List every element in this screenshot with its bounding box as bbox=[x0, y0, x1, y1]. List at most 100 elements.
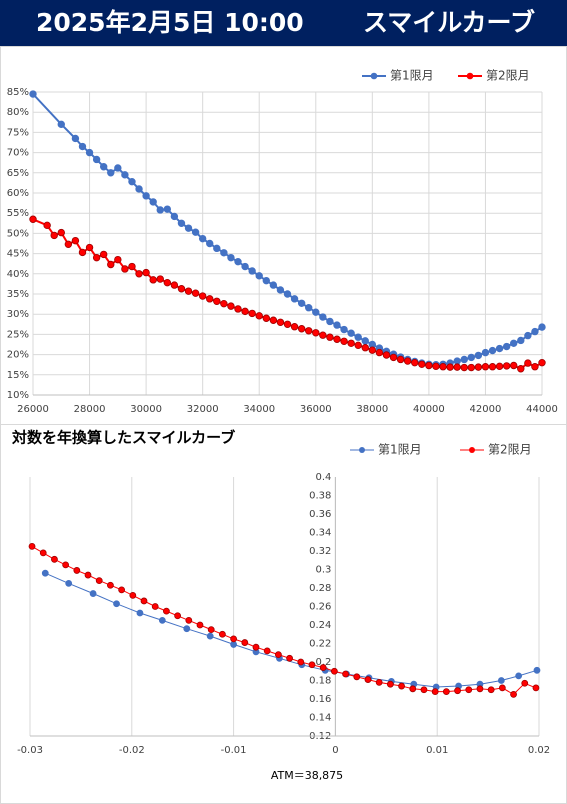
data-point bbox=[517, 336, 525, 345]
data-point bbox=[521, 679, 529, 687]
data-point bbox=[107, 260, 115, 269]
data-point bbox=[84, 571, 92, 579]
data-point bbox=[319, 313, 327, 321]
x-tick-label: 0 bbox=[332, 745, 338, 756]
data-point bbox=[28, 542, 36, 550]
data-point bbox=[158, 616, 166, 624]
data-point bbox=[99, 250, 108, 259]
series-line bbox=[31, 545, 537, 696]
data-point bbox=[163, 278, 172, 287]
data-point bbox=[206, 632, 214, 640]
x-tick-label: 36000 bbox=[300, 404, 332, 415]
data-point bbox=[498, 684, 506, 692]
data-point bbox=[177, 285, 186, 293]
data-point bbox=[220, 249, 228, 257]
data-point bbox=[524, 331, 532, 340]
data-point bbox=[89, 590, 97, 597]
data-point bbox=[330, 667, 338, 675]
x-tick-label: 32000 bbox=[187, 404, 219, 415]
data-point bbox=[396, 355, 405, 364]
data-point bbox=[531, 363, 539, 371]
data-point bbox=[113, 600, 120, 608]
data-point bbox=[184, 224, 193, 232]
data-point bbox=[409, 685, 417, 693]
data-point bbox=[156, 275, 164, 283]
data-point bbox=[476, 685, 484, 693]
data-point bbox=[163, 205, 172, 213]
data-point bbox=[227, 302, 235, 310]
legend-label: 第1限月 bbox=[378, 443, 422, 457]
data-point bbox=[465, 686, 473, 694]
data-point bbox=[283, 290, 292, 298]
data-point bbox=[248, 267, 256, 275]
data-point bbox=[308, 661, 316, 669]
data-point bbox=[43, 221, 51, 230]
y-tick-label: 40% bbox=[7, 269, 29, 280]
data-point bbox=[241, 262, 249, 271]
data-point bbox=[389, 353, 398, 362]
data-point bbox=[263, 647, 271, 655]
legend-marker bbox=[370, 72, 378, 80]
data-point bbox=[114, 164, 122, 172]
data-point bbox=[50, 231, 58, 240]
data-point bbox=[51, 555, 58, 563]
data-point bbox=[342, 670, 349, 678]
data-point bbox=[149, 198, 157, 206]
data-point bbox=[185, 616, 193, 624]
data-point bbox=[286, 654, 293, 662]
data-point bbox=[248, 309, 256, 318]
data-point bbox=[198, 292, 207, 300]
x-tick-label: 34000 bbox=[243, 404, 275, 415]
data-point bbox=[386, 680, 394, 688]
data-point bbox=[92, 155, 101, 164]
y-tick-label: 60% bbox=[7, 188, 29, 199]
data-point bbox=[207, 626, 215, 634]
y-tick-label: 20% bbox=[7, 350, 29, 361]
data-point bbox=[340, 325, 348, 334]
y-tick-label: 0.22 bbox=[309, 639, 331, 650]
data-point bbox=[276, 318, 285, 326]
data-point bbox=[191, 228, 200, 236]
data-point bbox=[57, 120, 65, 129]
data-point bbox=[297, 325, 306, 333]
data-point bbox=[128, 262, 136, 271]
y-tick-label: 25% bbox=[7, 329, 29, 340]
y-tick-label: 30% bbox=[7, 309, 29, 320]
data-point bbox=[95, 577, 103, 584]
x-axis-label: ATM＝38,875 bbox=[271, 769, 343, 782]
data-point bbox=[269, 281, 278, 289]
data-point bbox=[354, 341, 362, 350]
x-tick-label: 0.01 bbox=[426, 745, 448, 756]
data-point bbox=[297, 299, 306, 307]
data-point bbox=[532, 684, 540, 692]
data-point bbox=[488, 363, 497, 371]
data-point bbox=[71, 236, 80, 245]
data-point bbox=[297, 658, 305, 666]
data-point bbox=[340, 337, 348, 345]
data-point bbox=[488, 346, 497, 355]
data-point bbox=[361, 337, 369, 345]
data-point bbox=[319, 664, 327, 671]
data-point bbox=[418, 360, 426, 368]
data-point bbox=[347, 339, 355, 347]
data-point bbox=[230, 641, 238, 648]
data-point bbox=[107, 169, 115, 177]
data-point bbox=[497, 677, 505, 684]
y-tick-label: 0.36 bbox=[309, 509, 331, 520]
data-point bbox=[510, 361, 518, 370]
data-point bbox=[262, 314, 270, 322]
data-point bbox=[206, 239, 214, 248]
data-point bbox=[515, 672, 523, 680]
data-point bbox=[375, 348, 384, 357]
data-point bbox=[283, 320, 292, 328]
header-title: 2025年2月5日 10:00 bbox=[36, 8, 304, 37]
data-point bbox=[353, 673, 361, 681]
data-point bbox=[431, 688, 439, 695]
data-point bbox=[262, 276, 270, 285]
data-point bbox=[361, 344, 369, 352]
y-tick-label: 85% bbox=[7, 87, 29, 98]
x-tick-label: -0.01 bbox=[221, 745, 247, 756]
data-point bbox=[533, 666, 541, 674]
data-point bbox=[502, 342, 511, 351]
